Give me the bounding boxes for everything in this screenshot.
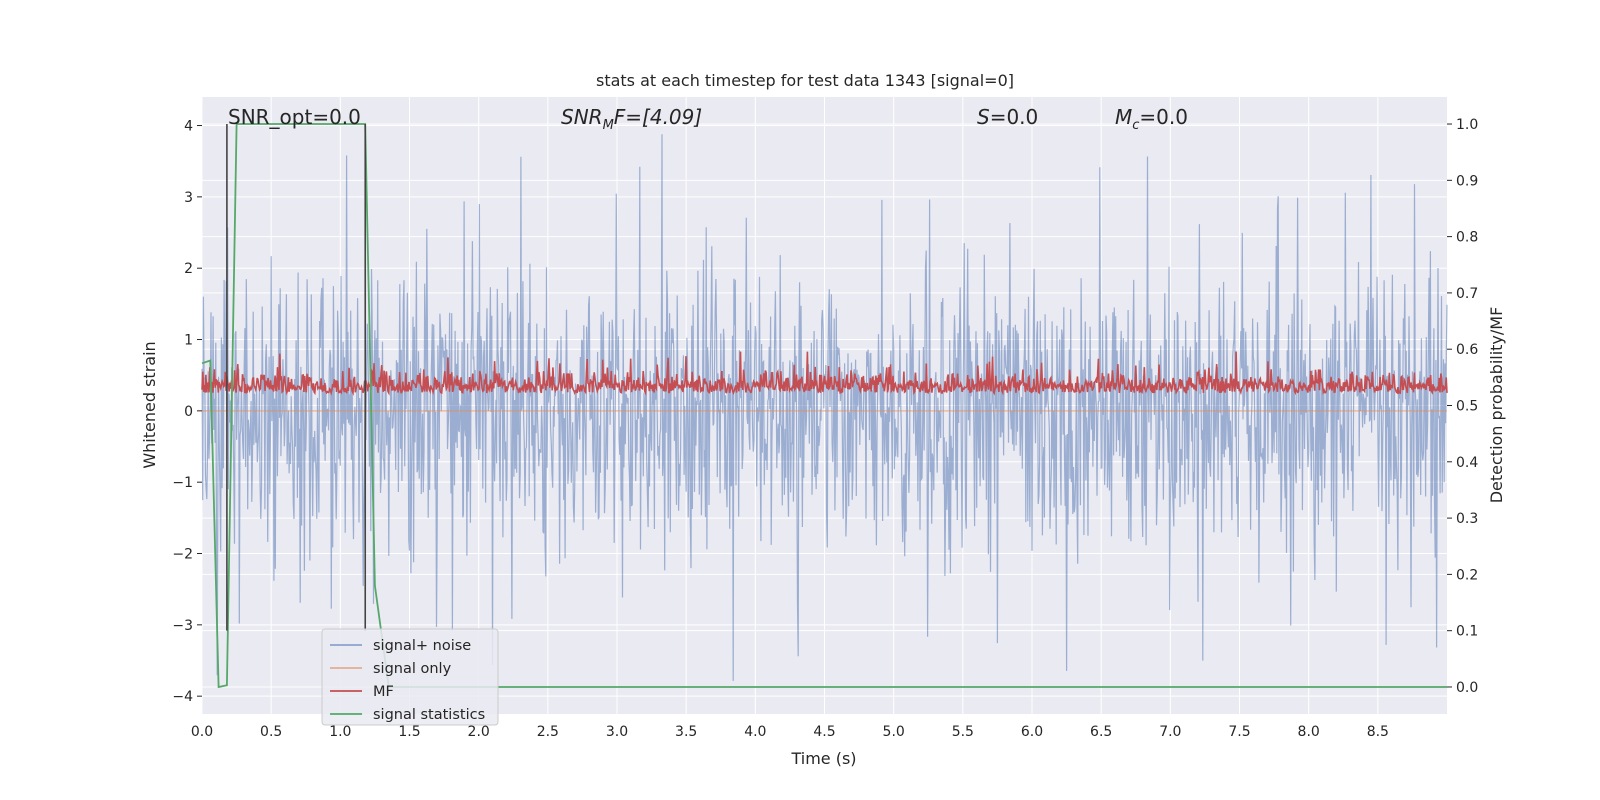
legend-label: signal statistics bbox=[373, 707, 485, 723]
annotations: SNR_opt=0.0 SNRMF=[4.09] S=0.0 Mc=0.0 bbox=[228, 105, 1188, 133]
y2-tick-label: 0.5 bbox=[1456, 399, 1478, 415]
chart-title: stats at each timestep for test data 134… bbox=[596, 71, 1014, 90]
s-annotation: S=0.0 bbox=[977, 105, 1038, 129]
x-tick-label: 5.0 bbox=[883, 724, 905, 740]
y2-tick-label: 1.0 bbox=[1456, 117, 1478, 133]
grid-lines bbox=[201, 97, 1447, 714]
signal-plus-noise-line bbox=[201, 134, 1448, 681]
mc-symbol: M bbox=[1115, 105, 1132, 129]
mf-line bbox=[201, 351, 1448, 396]
legend-label: MF bbox=[373, 684, 394, 700]
x-tick-label: 2.5 bbox=[537, 724, 559, 740]
y-tick-label: −2 bbox=[172, 547, 193, 563]
y-axis-label: Whitened strain bbox=[140, 341, 159, 468]
mc-subscript: c bbox=[1132, 118, 1139, 133]
y2-axis-label: Detection probability/MF bbox=[1487, 307, 1506, 504]
snr-opt-annotation: SNR_opt=0.0 bbox=[228, 105, 361, 129]
x-tick-label: 3.5 bbox=[675, 724, 697, 740]
x-tick-label: 7.5 bbox=[1228, 724, 1250, 740]
y-tick-label: 4 bbox=[184, 119, 193, 135]
legend: signal+ noise signal only MF signal statist… bbox=[321, 628, 499, 726]
s-symbol: S bbox=[977, 105, 990, 129]
legend-box bbox=[321, 628, 499, 726]
y2-axis-ticks: 0.0 0.1 0.2 0.3 0.4 0.5 0.6 0.7 0.8 0.9 1.0 bbox=[1447, 117, 1478, 696]
snr-mf-subscript: M bbox=[603, 118, 614, 133]
y2-tick-label: 0.2 bbox=[1456, 567, 1478, 583]
x-tick-label: 6.5 bbox=[1090, 724, 1112, 740]
mc-value: =0.0 bbox=[1139, 105, 1188, 129]
y2-tick-label: 0.9 bbox=[1456, 173, 1478, 189]
x-tick-label: 6.0 bbox=[1021, 724, 1043, 740]
y-tick-label: 1 bbox=[184, 333, 193, 349]
y2-tick-label: 0.1 bbox=[1456, 624, 1478, 640]
x-tick-label: 0.5 bbox=[260, 724, 282, 740]
x-tick-label: 7.0 bbox=[1159, 724, 1181, 740]
x-tick-label: 8.0 bbox=[1298, 724, 1320, 740]
y-tick-label: −4 bbox=[172, 689, 193, 705]
x-tick-label: 3.0 bbox=[606, 724, 628, 740]
x-tick-label: 8.5 bbox=[1367, 724, 1389, 740]
y-axis-ticks: −4 −3 −2 −1 0 1 2 3 4 bbox=[172, 119, 202, 705]
x-axis-label: Time (s) bbox=[790, 749, 856, 768]
mc-annotation: Mc=0.0 bbox=[1115, 105, 1188, 133]
y-tick-label: −1 bbox=[172, 475, 193, 491]
y2-tick-label: 0.6 bbox=[1456, 342, 1478, 358]
x-tick-label: 4.5 bbox=[813, 724, 835, 740]
y2-tick-label: 0.7 bbox=[1456, 286, 1478, 302]
y-tick-label: 2 bbox=[184, 261, 193, 277]
x-tick-label: 4.0 bbox=[744, 724, 766, 740]
y-tick-label: 0 bbox=[184, 404, 193, 420]
snr-mf-annotation: SNRMF=[4.09] bbox=[561, 105, 702, 133]
y2-tick-label: 0.4 bbox=[1456, 455, 1478, 471]
snr-mf-symbol: SNR bbox=[561, 105, 603, 129]
snr-mf-value: F=[4.09] bbox=[614, 105, 702, 129]
x-tick-label: 2.0 bbox=[468, 724, 490, 740]
s-value: =0.0 bbox=[990, 105, 1039, 129]
x-tick-label: 1.5 bbox=[398, 724, 420, 740]
legend-label: signal only bbox=[373, 661, 452, 677]
x-tick-label: 0.0 bbox=[191, 724, 213, 740]
y2-tick-label: 0.3 bbox=[1456, 511, 1478, 527]
x-axis-ticks: 0.0 0.5 1.0 1.5 2.0 2.5 3.0 3.5 4.0 4.5 5.0 5.5 6.0 6… bbox=[191, 724, 1389, 740]
vertical-markers bbox=[226, 124, 367, 631]
x-tick-label: 5.5 bbox=[952, 724, 974, 740]
y2-tick-label: 0.8 bbox=[1456, 230, 1478, 246]
y-tick-label: 3 bbox=[184, 190, 193, 206]
y-tick-label: −3 bbox=[172, 618, 193, 634]
y2-tick-label: 0.0 bbox=[1456, 680, 1478, 696]
legend-label: signal+ noise bbox=[373, 638, 471, 654]
x-tick-label: 1.0 bbox=[329, 724, 351, 740]
